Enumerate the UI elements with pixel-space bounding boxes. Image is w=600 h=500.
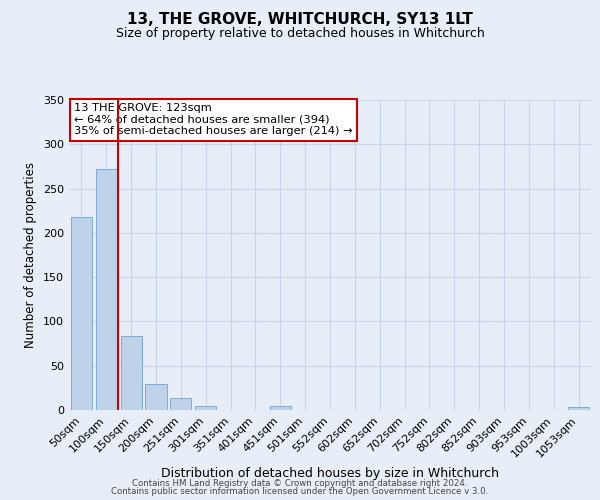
- Bar: [71, 217, 92, 410]
- X-axis label: Distribution of detached houses by size in Whitchurch: Distribution of detached houses by size …: [161, 467, 499, 480]
- Bar: [170, 398, 191, 410]
- Bar: [96, 169, 117, 410]
- Text: Size of property relative to detached houses in Whitchurch: Size of property relative to detached ho…: [116, 28, 484, 40]
- Text: Contains public sector information licensed under the Open Government Licence v : Contains public sector information licen…: [112, 487, 488, 496]
- Text: 13, THE GROVE, WHITCHURCH, SY13 1LT: 13, THE GROVE, WHITCHURCH, SY13 1LT: [127, 12, 473, 28]
- Bar: [121, 336, 142, 410]
- Text: Contains HM Land Registry data © Crown copyright and database right 2024.: Contains HM Land Registry data © Crown c…: [132, 478, 468, 488]
- Y-axis label: Number of detached properties: Number of detached properties: [25, 162, 37, 348]
- Bar: [568, 408, 589, 410]
- Bar: [270, 406, 291, 410]
- Text: 13 THE GROVE: 123sqm
← 64% of detached houses are smaller (394)
35% of semi-deta: 13 THE GROVE: 123sqm ← 64% of detached h…: [74, 103, 353, 136]
- Bar: [195, 406, 216, 410]
- Bar: [145, 384, 167, 410]
